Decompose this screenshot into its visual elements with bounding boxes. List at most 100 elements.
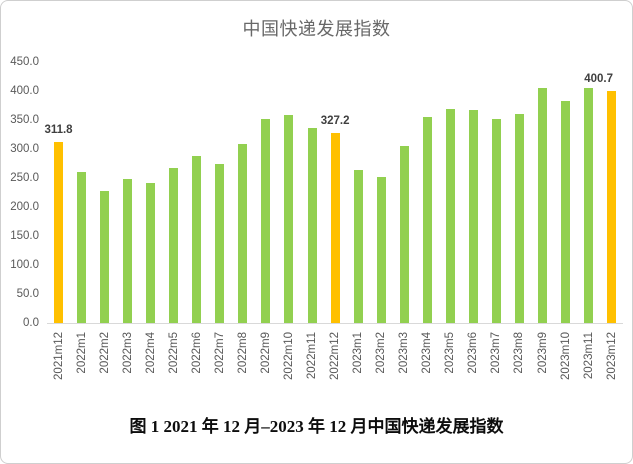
bar-2023m6	[468, 110, 478, 323]
x-axis-tick-label: 2022m2	[98, 332, 111, 374]
x-axis-label-slot: 2023m7	[485, 325, 508, 393]
bar-2022m2	[100, 190, 110, 323]
data-label-2022m12: 327.2	[320, 115, 350, 128]
bar-slot	[393, 62, 416, 323]
x-axis-tick-label: 2022m5	[167, 332, 180, 374]
bar-slot	[93, 62, 116, 323]
y-axis-tick-label: 250.0	[10, 172, 39, 184]
x-axis-tick-label: 2022m1	[75, 332, 88, 374]
x-axis-tick-label: 2022m7	[213, 332, 226, 374]
bar-2022m10	[284, 115, 294, 323]
bar-slot	[277, 62, 300, 323]
y-axis-tick-label: 200.0	[10, 201, 39, 213]
x-axis-label-slot: 2023m11	[577, 325, 600, 393]
y-axis-tick-label: 100.0	[10, 259, 39, 271]
bar-2022m7	[215, 164, 225, 323]
bar-slot	[139, 62, 162, 323]
x-axis-tick-label: 2023m5	[444, 332, 457, 374]
x-axis-label-slot: 2023m2	[370, 325, 393, 393]
bar-slot	[301, 62, 324, 323]
bar-slot	[347, 62, 370, 323]
x-axis-label-slot: 2022m10	[277, 325, 300, 393]
y-axis-tick-label: 150.0	[10, 230, 39, 242]
bar-2022m11	[307, 127, 317, 323]
bar-slot	[231, 62, 254, 323]
bar-slot	[462, 62, 485, 323]
bar-2022m12	[330, 133, 340, 323]
x-axis-label-slot: 2023m9	[531, 325, 554, 393]
bar-slot	[208, 62, 231, 323]
x-axis-label-slot: 2023m5	[439, 325, 462, 393]
figure-caption: 图 1 2021 年 12 月–2023 年 12 月中国快递发展指数	[129, 417, 504, 436]
bar-slot: 400.7	[584, 62, 623, 323]
bar-slot	[508, 62, 531, 323]
bar-slot	[439, 62, 462, 323]
y-axis-tick-label: 0.0	[23, 317, 39, 329]
x-axis-label-slot: 2022m7	[208, 325, 231, 393]
bar-2021m12	[54, 142, 64, 323]
y-axis-tick-label: 350.0	[10, 114, 39, 126]
x-axis-tick-label: 2021m12	[52, 332, 65, 380]
bar-2023m9	[538, 88, 547, 323]
x-axis-tick-label: 2023m3	[398, 332, 411, 374]
x-axis-tick-label: 2023m7	[490, 332, 503, 374]
bar-slot: 311.8	[44, 62, 73, 323]
x-axis-label-slot: 2021m12	[47, 325, 70, 393]
bar-2023m2	[376, 176, 386, 323]
bar-slot	[531, 62, 554, 323]
bar-2023m5	[445, 108, 455, 323]
bar-slot	[254, 62, 277, 323]
bar-slot	[416, 62, 439, 323]
x-axis-label-slot: 2023m6	[462, 325, 485, 393]
bar-2023m12	[607, 90, 617, 323]
x-axis-tick-label: 2023m2	[375, 332, 388, 374]
bar-2023m4	[422, 116, 432, 323]
x-axis-label-slot: 2022m3	[116, 325, 139, 393]
bar-2022m3	[123, 179, 133, 323]
bar-2022m8	[238, 143, 248, 323]
x-axis-tick-label: 2022m10	[282, 332, 295, 380]
bar-slot	[185, 62, 208, 323]
x-axis-tick-label: 2023m9	[536, 332, 549, 374]
x-axis-tick-label: 2023m12	[605, 332, 618, 380]
x-axis-tick-label: 2022m3	[121, 332, 134, 374]
x-axis-label-slot: 2022m12	[324, 325, 347, 393]
x-axis-tick-label: 2023m11	[582, 332, 595, 380]
bar-slot	[370, 62, 393, 323]
x-axis-label-slot: 2022m5	[162, 325, 185, 393]
x-axis-label-slot: 2022m8	[231, 325, 254, 393]
bar-2023m8	[514, 114, 524, 323]
plot-area: 311.8 327.2 400.7	[44, 62, 623, 324]
x-axis-label-slot: 2022m1	[70, 325, 93, 393]
x-axis-label-slot: 2023m4	[416, 325, 439, 393]
bar-2023m7	[491, 119, 501, 323]
chart-title: 中国快递发展指数	[242, 19, 391, 39]
y-axis-tick-label: 400.0	[10, 85, 39, 97]
bar-slot	[116, 62, 139, 323]
data-label-2021m12: 311.8	[44, 124, 73, 137]
bar-2023m1	[353, 170, 363, 323]
x-axis-tick-label: 2022m8	[236, 332, 249, 374]
x-axis-label-slot: 2022m4	[139, 325, 162, 393]
x-axis-tick-label: 2023m4	[421, 332, 434, 374]
x-axis-tick-label: 2023m1	[352, 332, 365, 374]
y-axis-tick-label: 300.0	[10, 143, 39, 155]
x-axis-tick-label: 2023m8	[513, 332, 526, 374]
bar-slot	[485, 62, 508, 323]
x-axis-label-slot: 2022m11	[301, 325, 324, 393]
data-label-2023m12: 400.7	[584, 72, 614, 85]
bar-2022m9	[261, 118, 271, 323]
bar-slot	[70, 62, 93, 323]
x-axis-labels: 2021m12 2022m1 2022m2 2022m3 2022m4 2022m5 202…	[47, 325, 623, 393]
x-axis-label-slot: 2022m6	[185, 325, 208, 393]
y-axis: 450.0 400.0 350.0 300.0 250.0 200.0 150.0 100.0…	[1, 56, 43, 329]
bar-2022m1	[77, 172, 87, 323]
bar-2022m5	[169, 168, 179, 323]
y-axis-tick-label: 450.0	[10, 56, 39, 68]
x-axis-tick-label: 2022m11	[306, 332, 319, 380]
x-axis-tick-label: 2023m10	[559, 332, 572, 380]
x-axis-tick-label: 2022m4	[144, 332, 157, 374]
bar-2022m6	[192, 155, 202, 323]
x-axis-label-slot: 2022m9	[254, 325, 277, 393]
